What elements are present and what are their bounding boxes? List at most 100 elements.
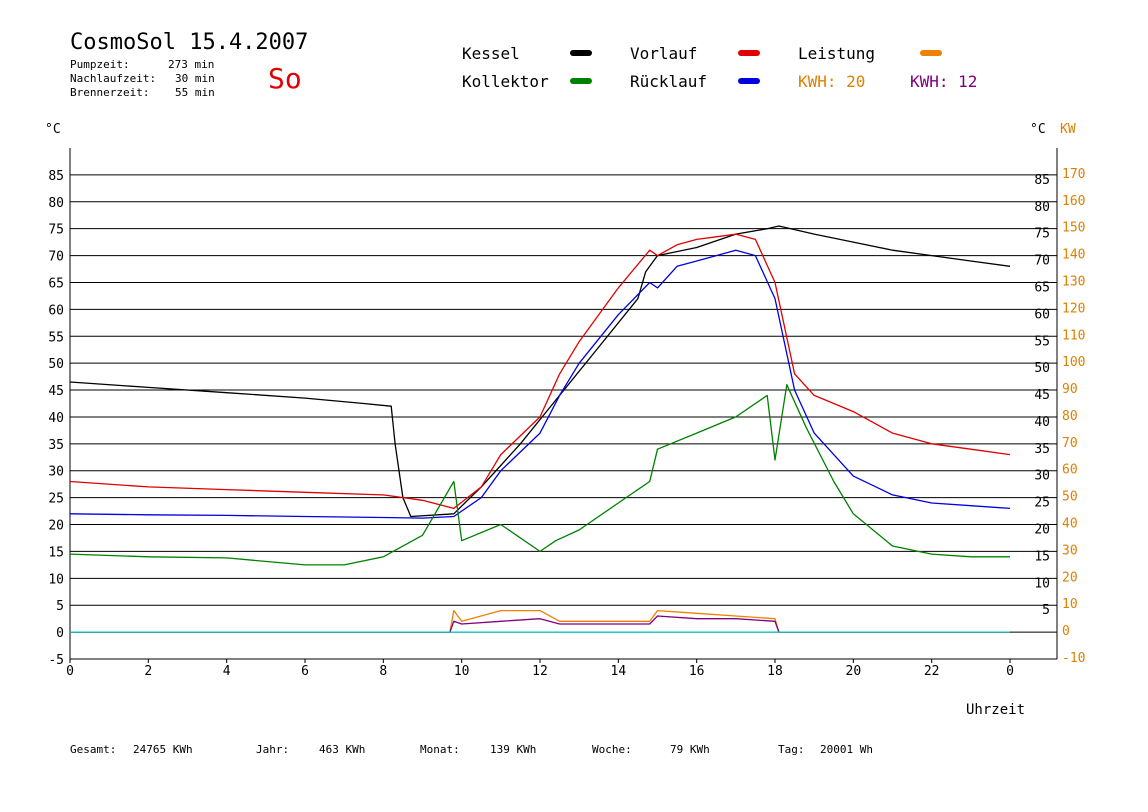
y-tick-label-right-kw: 90: [1062, 382, 1078, 397]
y-tick-label-right-kw: 0: [1062, 624, 1070, 639]
y-tick-label-right-celsius: 80: [1034, 200, 1050, 215]
x-tick-label: 12: [532, 664, 548, 679]
y-tick-label-right-celsius: 55: [1034, 334, 1050, 349]
legend-vorlauf-label: Vorlauf: [630, 44, 698, 63]
chart-grid: [70, 174, 1057, 633]
y-tick-label-right-kw: 10: [1062, 597, 1078, 612]
y-tick-label-right-kw: 70: [1062, 436, 1078, 451]
y-tick-label-left: 25: [48, 492, 64, 507]
chart-title: CosmoSol 15.4.2007: [70, 30, 309, 55]
series-line-kessel: [69, 225, 1011, 518]
y-tick-label-right-kw: 80: [1062, 409, 1078, 424]
x-tick-label: 2: [144, 664, 152, 679]
y-tick-label-left: 10: [48, 572, 64, 587]
x-tick-label: 16: [689, 664, 705, 679]
chart-axes: [69, 148, 1058, 660]
legend-leistung-swatch: [920, 50, 942, 56]
y-tick-label-right-celsius: 60: [1034, 307, 1050, 322]
legend-leistung-label: Leistung: [798, 44, 876, 63]
x-tick-label: 20: [846, 664, 862, 679]
y-tick-label-left: 0: [56, 626, 64, 641]
x-tick-label: 0: [1006, 664, 1014, 679]
x-axis-label: Uhrzeit: [966, 702, 1026, 718]
legend-ruecklauf-swatch: [738, 78, 760, 84]
x-tick-label: 18: [767, 664, 783, 679]
y-tick-label-left: 85: [48, 169, 64, 184]
y-tick-label-right-kw: 60: [1062, 463, 1078, 478]
y-tick-label-left: 75: [48, 223, 64, 238]
right-axis-unit-celsius: °C: [1030, 122, 1046, 137]
y-tick-label-right-celsius: 30: [1034, 469, 1050, 484]
y-tick-label-right-celsius: 20: [1034, 523, 1050, 538]
legend-kollektor-label: Kollektor: [462, 72, 549, 91]
legend-kwh2-label: KWH: 12: [910, 72, 978, 91]
footer-woche-label: Woche:: [592, 743, 632, 756]
footer-monat-label: Monat:: [420, 743, 460, 756]
y-tick-label-right-kw: 150: [1062, 221, 1085, 236]
stat-label-brennerzeit: Brennerzeit:: [70, 86, 150, 99]
y-tick-label-left: 5: [56, 599, 64, 614]
y-tick-label-right-celsius: 40: [1034, 415, 1050, 430]
y-tick-label-right-celsius: 85: [1034, 173, 1050, 188]
y-tick-label-right-kw: -10: [1062, 651, 1085, 666]
y-tick-label-left: 70: [48, 250, 64, 265]
y-tick-label-right-kw: 170: [1062, 167, 1085, 182]
chart-series: [69, 225, 1011, 633]
y-tick-label-left: 80: [48, 196, 64, 211]
footer-gesamt-value: 24765 KWh: [133, 743, 193, 756]
y-tick-label-right-kw: 50: [1062, 490, 1078, 505]
y-tick-label-left: 60: [48, 303, 64, 318]
stat-value-brennerzeit: 55 min: [175, 86, 215, 99]
y-tick-label-right-kw: 20: [1062, 570, 1078, 585]
y-tick-label-right-celsius: 70: [1034, 254, 1050, 269]
chart-ticks: 8580757065605550454035302520151050-58580…: [48, 167, 1085, 679]
footer-woche-value: 79 KWh: [670, 743, 710, 756]
y-tick-label-left: 55: [48, 330, 64, 345]
y-tick-label-right-kw: 100: [1062, 355, 1085, 370]
y-tick-label-right-kw: 110: [1062, 328, 1085, 343]
series-line-leistung: [70, 609, 1010, 633]
legend-kwh1-label: KWH: 20: [798, 72, 866, 91]
y-tick-label-left: 15: [48, 545, 64, 560]
y-tick-label-left: 30: [48, 465, 64, 480]
y-tick-label-right-celsius: 35: [1034, 442, 1050, 457]
stat-value-nachlaufzeit: 30 min: [175, 72, 215, 85]
y-tick-label-left: 65: [48, 276, 64, 291]
legend-kessel-swatch: [570, 50, 592, 56]
legend-ruecklauf-label: Rücklauf: [630, 72, 708, 91]
y-tick-label-left: 50: [48, 357, 64, 372]
x-tick-label: 6: [301, 664, 309, 679]
stat-value-pumpzeit: 273 min: [168, 58, 215, 71]
footer-jahr-value: 463 KWh: [319, 743, 366, 756]
day-indicator: So: [268, 62, 302, 95]
y-tick-label-right-celsius: 10: [1034, 576, 1050, 591]
y-tick-label-right-celsius: 45: [1034, 388, 1050, 403]
right-axis-unit-kw: KW: [1060, 122, 1076, 137]
y-tick-label-right-kw: 30: [1062, 543, 1078, 558]
x-tick-label: 22: [924, 664, 940, 679]
x-tick-label: 10: [454, 664, 470, 679]
legend-kessel-label: Kessel: [462, 44, 520, 63]
y-tick-label-left: -5: [48, 653, 64, 668]
y-tick-label-left: 35: [48, 438, 64, 453]
y-tick-label-right-kw: 160: [1062, 194, 1085, 209]
y-tick-label-left: 20: [48, 519, 64, 534]
x-tick-label: 4: [223, 664, 231, 679]
series-line-rcklauf: [69, 249, 1011, 519]
y-tick-label-right-celsius: 75: [1034, 227, 1050, 242]
y-tick-label-right-celsius: 65: [1034, 280, 1050, 295]
series-line-kollektor: [69, 384, 1010, 566]
y-tick-label-left: 40: [48, 411, 64, 426]
y-tick-label-right-kw: 120: [1062, 301, 1085, 316]
y-tick-label-left: 45: [48, 384, 64, 399]
x-tick-label: 14: [611, 664, 627, 679]
y-tick-label-right-kw: 130: [1062, 274, 1085, 289]
y-tick-label-right-kw: 40: [1062, 517, 1078, 532]
stat-label-nachlaufzeit: Nachlaufzeit:: [70, 72, 157, 85]
stat-label-pumpzeit: Pumpzeit:: [70, 58, 130, 71]
footer-tag-value: 20001 Wh: [820, 743, 873, 756]
footer-jahr-label: Jahr:: [256, 743, 290, 756]
y-tick-label-right-celsius: 50: [1034, 361, 1050, 376]
legend-vorlauf-swatch: [738, 50, 760, 56]
